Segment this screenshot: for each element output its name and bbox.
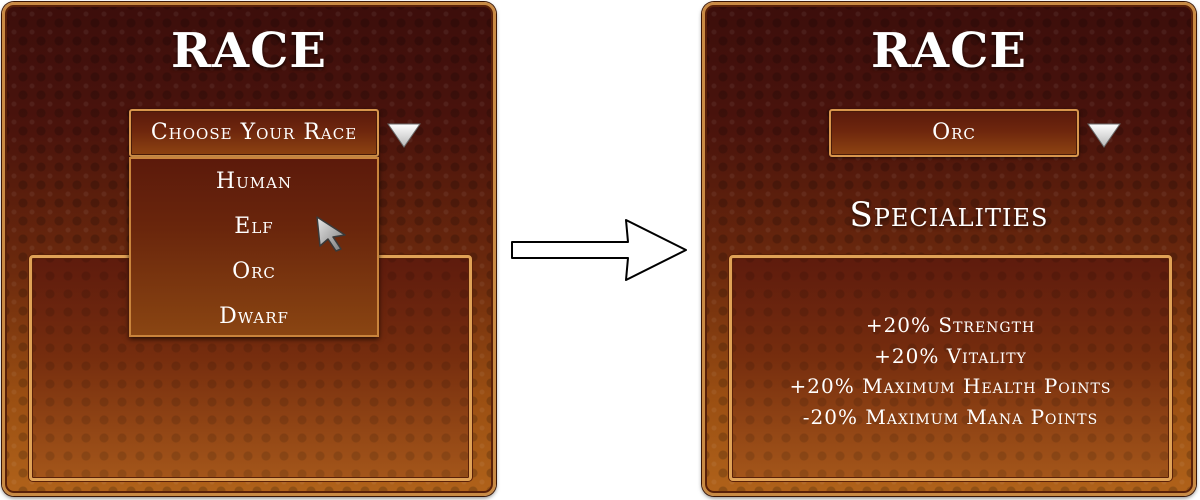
stat-line: +20% Vitality xyxy=(874,343,1027,368)
specialities-heading: Specialities xyxy=(849,195,1049,235)
race-panel-left: RACE Choose Your Race Human Elf Orc Dwar… xyxy=(2,2,496,496)
race-option-elf[interactable]: Elf xyxy=(234,214,274,239)
panel-title: RACE xyxy=(871,23,1027,79)
stat-line: +20% Strength xyxy=(865,313,1036,337)
stat-line: +20% Maximum Health Points xyxy=(789,374,1112,398)
dropdown-arrow-icon[interactable] xyxy=(386,121,422,149)
mouse-pointer-icon xyxy=(316,216,346,252)
stat-line: -20% Maximum Mana Points xyxy=(802,404,1099,429)
race-panel-right: RACE Orc Specialities +20% Strength +20%… xyxy=(702,2,1196,496)
specialities-box: +20% Strength +20% Vitality +20% Maximum… xyxy=(729,255,1172,481)
race-option-dwarf[interactable]: Dwarf xyxy=(219,304,289,329)
race-option-human[interactable]: Human xyxy=(215,169,293,194)
panel-title: RACE xyxy=(171,23,327,79)
race-option-orc[interactable]: Orc xyxy=(232,259,276,284)
right-arrow-icon xyxy=(511,219,687,281)
race-select[interactable]: Orc xyxy=(829,109,1079,157)
dropdown-arrow-icon[interactable] xyxy=(1086,121,1122,149)
race-dropdown-list: Human Elf Orc Dwarf xyxy=(129,157,379,337)
stats-list: +20% Strength +20% Vitality +20% Maximum… xyxy=(732,310,1169,432)
race-select[interactable]: Choose Your Race xyxy=(129,109,379,157)
